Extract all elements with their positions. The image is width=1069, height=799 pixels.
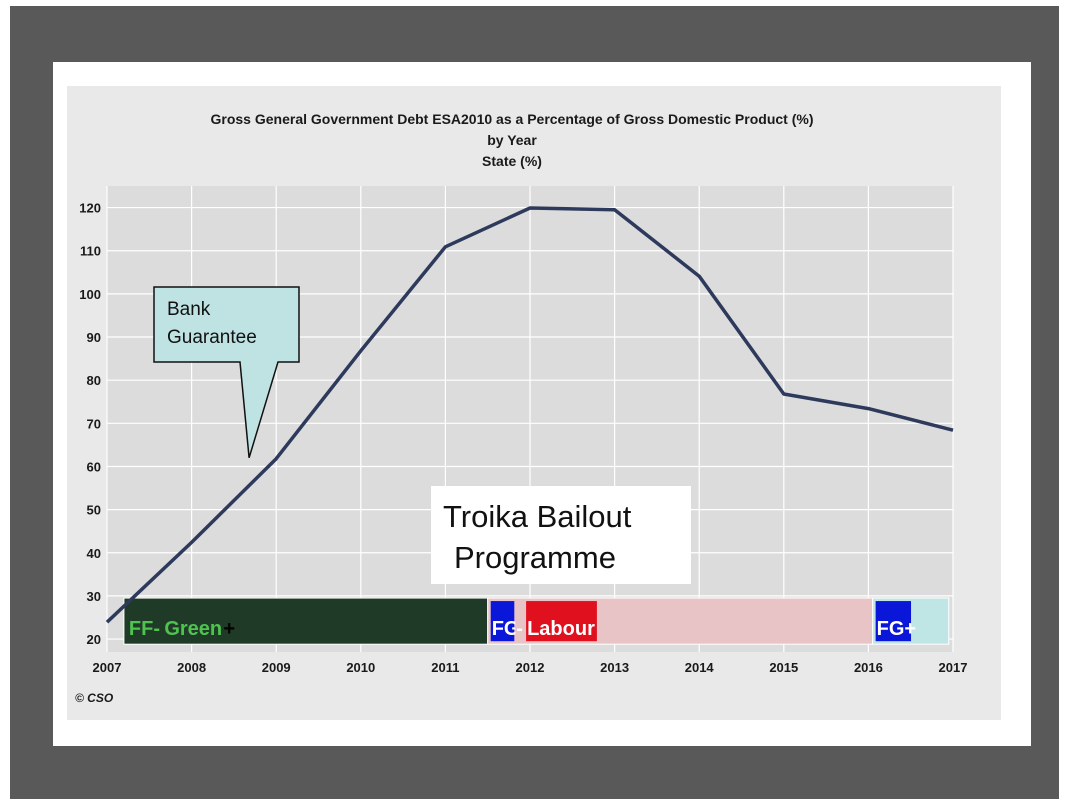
y-tick-label: 20 (87, 632, 101, 647)
party-label: + (223, 618, 235, 640)
party-label: Labour (527, 618, 595, 640)
troika-box-bg (431, 486, 691, 584)
x-tick-label: 2012 (516, 660, 545, 675)
y-tick-label: 80 (87, 373, 101, 388)
party-label: FG (492, 618, 520, 640)
party-label: - (516, 618, 523, 640)
x-tick-label: 2013 (600, 660, 629, 675)
x-tick-label: 2015 (769, 660, 798, 675)
x-tick-label: 2014 (685, 660, 715, 675)
y-tick-label: 40 (87, 546, 101, 561)
x-tick-label: 2016 (854, 660, 883, 675)
y-axis-ticks: 20 30 40 50 60 70 80 90 100 110 120 (79, 201, 101, 647)
troika-line-1: Troika Bailout (443, 499, 632, 534)
y-tick-label: 100 (79, 287, 101, 302)
party-label: FF- (129, 618, 160, 640)
x-tick-label: 2008 (177, 660, 206, 675)
y-tick-label: 50 (87, 503, 101, 518)
troika-box: Troika Bailout Programme (431, 486, 691, 584)
slide-card: FF- Green + FG - Labour FG+ 20 30 40 50 60 70 80 90 10… (53, 62, 1031, 746)
y-tick-label: 30 (87, 589, 101, 604)
chart: FF- Green + FG- Labour FG+ 20 30 40 50 60 70 80 90 10… (67, 86, 1001, 720)
x-tick-label: 2010 (346, 660, 375, 675)
troika-line-2: Programme (454, 540, 616, 575)
government-bands: FF- Green + FG- Labour FG+ (123, 597, 950, 645)
y-tick-label: 60 (87, 459, 101, 474)
party-label-bg (526, 601, 597, 642)
bank-guarantee-callout: Bank Guarantee (153, 286, 300, 459)
y-tick-label: 70 (87, 416, 101, 431)
chart-subtitle-year: by Year (487, 132, 537, 148)
party-label-bg (515, 601, 526, 642)
x-tick-label: 2009 (262, 660, 291, 675)
x-tick-label: 2017 (939, 660, 968, 675)
cso-copyright: © CSO (75, 691, 114, 705)
y-tick-label: 90 (87, 330, 101, 345)
series-line (105, 206, 954, 624)
party-label: Green (164, 618, 222, 640)
party-label-bg (875, 601, 912, 642)
x-tick-label: 2011 (431, 660, 459, 675)
party-label-bg (490, 601, 515, 642)
callout-line-2: Guarantee (167, 327, 257, 348)
y-tick-label: 120 (79, 201, 101, 216)
y-tick-label: 110 (80, 244, 101, 259)
x-tick-label: 2007 (93, 660, 122, 675)
callout-bubble (153, 286, 300, 459)
callout-line-1: Bank (167, 299, 211, 320)
chart-title: Gross General Government Debt ESA2010 as… (211, 111, 814, 127)
x-axis-ticks: 2007 2008 2009 2010 2011 2012 2013 2014 2015 2016… (93, 660, 968, 675)
party-label: FG+ (877, 618, 916, 640)
government-band (123, 597, 489, 645)
chart-subtitle-state: State (%) (482, 153, 542, 169)
